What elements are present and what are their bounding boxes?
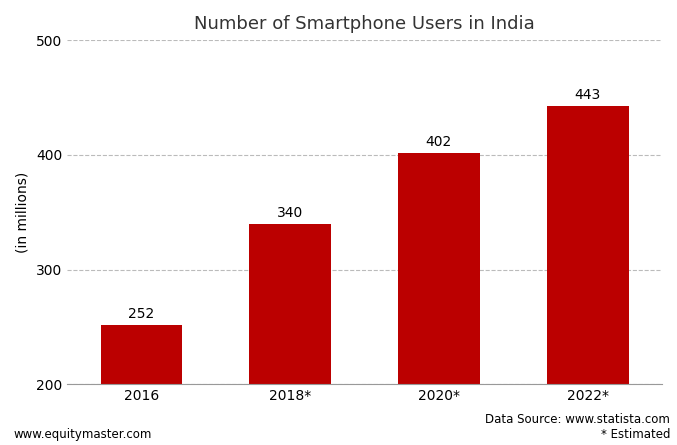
Y-axis label: (in millions): (in millions) [15, 172, 29, 253]
Title: Number of Smartphone Users in India: Number of Smartphone Users in India [194, 15, 535, 33]
Text: 252: 252 [129, 307, 154, 321]
Text: 443: 443 [575, 88, 600, 102]
Bar [398, 153, 480, 384]
Text: www.equitymaster.com: www.equitymaster.com [14, 428, 152, 441]
Bar [249, 224, 331, 384]
Text: 402: 402 [426, 135, 452, 149]
Bar [100, 325, 182, 384]
Text: 340: 340 [277, 206, 303, 220]
Text: Data Source: www.statista.com
* Estimated: Data Source: www.statista.com * Estimate… [485, 413, 670, 441]
Bar [547, 105, 628, 384]
